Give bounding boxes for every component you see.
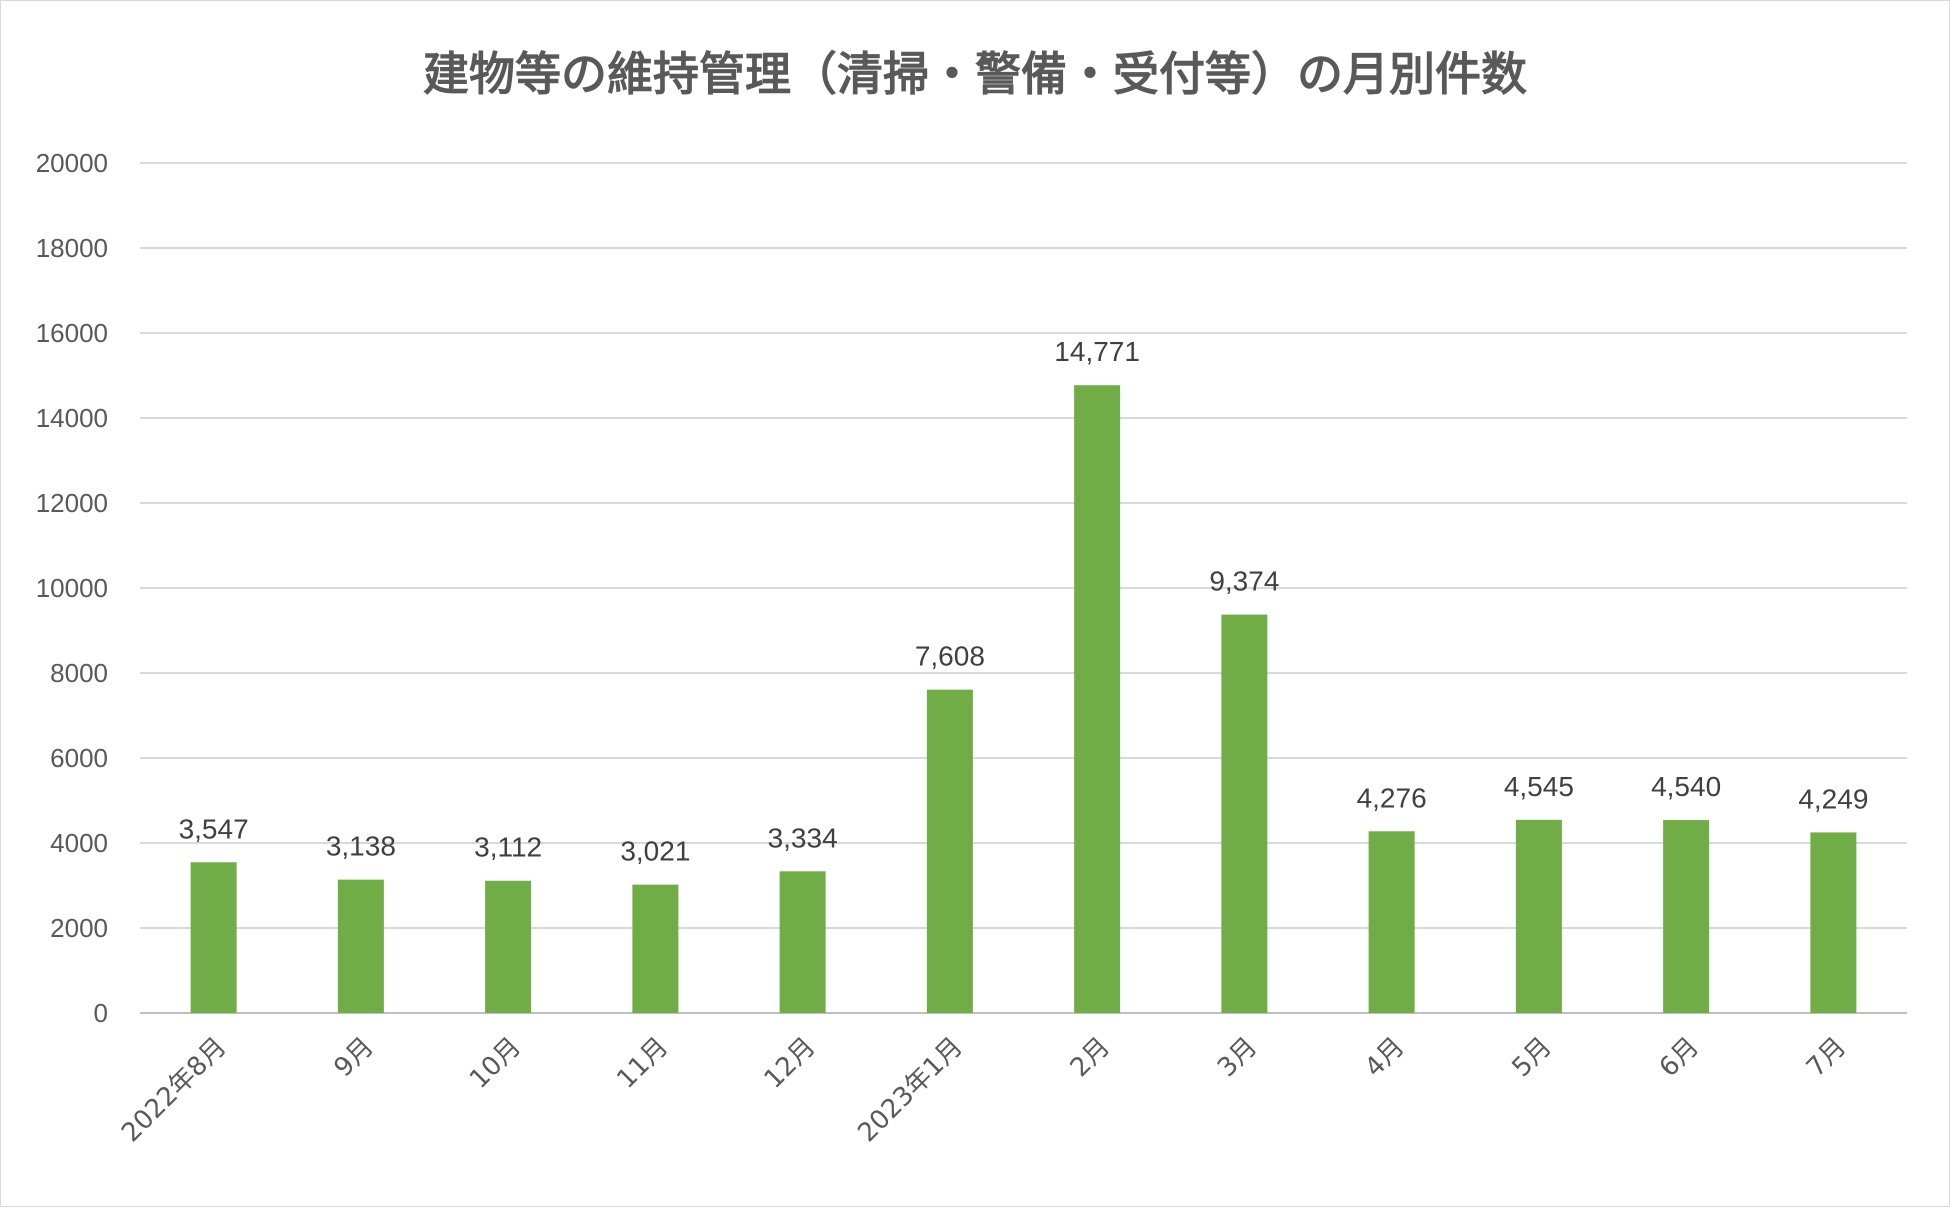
bar xyxy=(926,689,973,1013)
bar xyxy=(1368,831,1415,1013)
bar xyxy=(779,871,826,1013)
data-label: 4,545 xyxy=(1504,771,1574,802)
y-tick-label: 8000 xyxy=(50,658,108,688)
data-label: 3,334 xyxy=(768,822,838,853)
bar xyxy=(190,862,237,1013)
x-tick-label: 7月 xyxy=(1801,1032,1852,1083)
bar xyxy=(1663,820,1710,1013)
gridlines xyxy=(140,162,1907,1014)
data-label: 14,771 xyxy=(1054,336,1140,367)
data-label: 3,021 xyxy=(620,836,690,867)
chart-title: 建物等の維持管理（清掃・警備・受付等）の月別件数 xyxy=(423,47,1527,101)
x-tick-label: 11月 xyxy=(611,1032,674,1095)
bar xyxy=(1221,614,1268,1013)
bars xyxy=(190,385,1857,1013)
data-label: 3,547 xyxy=(179,813,249,844)
x-tick-label: 9月 xyxy=(329,1032,380,1083)
y-tick-label: 14000 xyxy=(36,403,108,433)
x-tick-label: 2月 xyxy=(1065,1032,1116,1083)
x-tick-label: 4月 xyxy=(1359,1032,1410,1083)
data-label: 4,540 xyxy=(1651,771,1721,802)
data-label: 4,276 xyxy=(1357,782,1427,813)
y-tick-label: 12000 xyxy=(36,488,108,518)
data-labels: 3,547 3,138 3,112 3,021 3,334 7,608 14,771 9,37… xyxy=(179,336,1869,866)
data-label: 9,374 xyxy=(1209,566,1279,597)
x-tick-label: 5月 xyxy=(1507,1032,1558,1083)
y-tick-label: 2000 xyxy=(50,913,108,943)
y-axis-ticks: 0 2000 4000 6000 8000 10000 12000 14000 16000 180… xyxy=(36,148,108,1028)
y-tick-label: 20000 xyxy=(36,148,108,178)
y-tick-label: 18000 xyxy=(36,233,108,263)
bar xyxy=(1515,819,1562,1013)
x-tick-label: 2022年8月 xyxy=(116,1032,232,1148)
data-label: 4,249 xyxy=(1798,783,1868,814)
bar xyxy=(485,880,532,1013)
bar xyxy=(337,879,384,1013)
data-label: 3,138 xyxy=(326,831,396,862)
bar xyxy=(632,884,679,1013)
x-tick-label: 2023年1月 xyxy=(852,1032,968,1148)
x-tick-label: 3月 xyxy=(1212,1032,1263,1083)
data-label: 3,112 xyxy=(474,832,542,863)
y-tick-label: 10000 xyxy=(36,573,108,603)
y-tick-label: 6000 xyxy=(50,743,108,773)
data-label: 7,608 xyxy=(915,641,985,672)
y-tick-label: 4000 xyxy=(50,828,108,858)
x-tick-label: 12月 xyxy=(759,1032,822,1095)
x-tick-label: 10月 xyxy=(464,1032,527,1095)
bar xyxy=(1074,385,1121,1013)
y-tick-label: 16000 xyxy=(36,318,108,348)
bar xyxy=(1810,832,1857,1013)
x-axis-labels: 2022年8月 9月 10月 11月 12月 2023年1月 2月 3月 4月 5月 6月 7月 xyxy=(116,1032,1852,1148)
y-tick-label: 0 xyxy=(94,998,108,1028)
x-tick-label: 6月 xyxy=(1654,1032,1705,1083)
